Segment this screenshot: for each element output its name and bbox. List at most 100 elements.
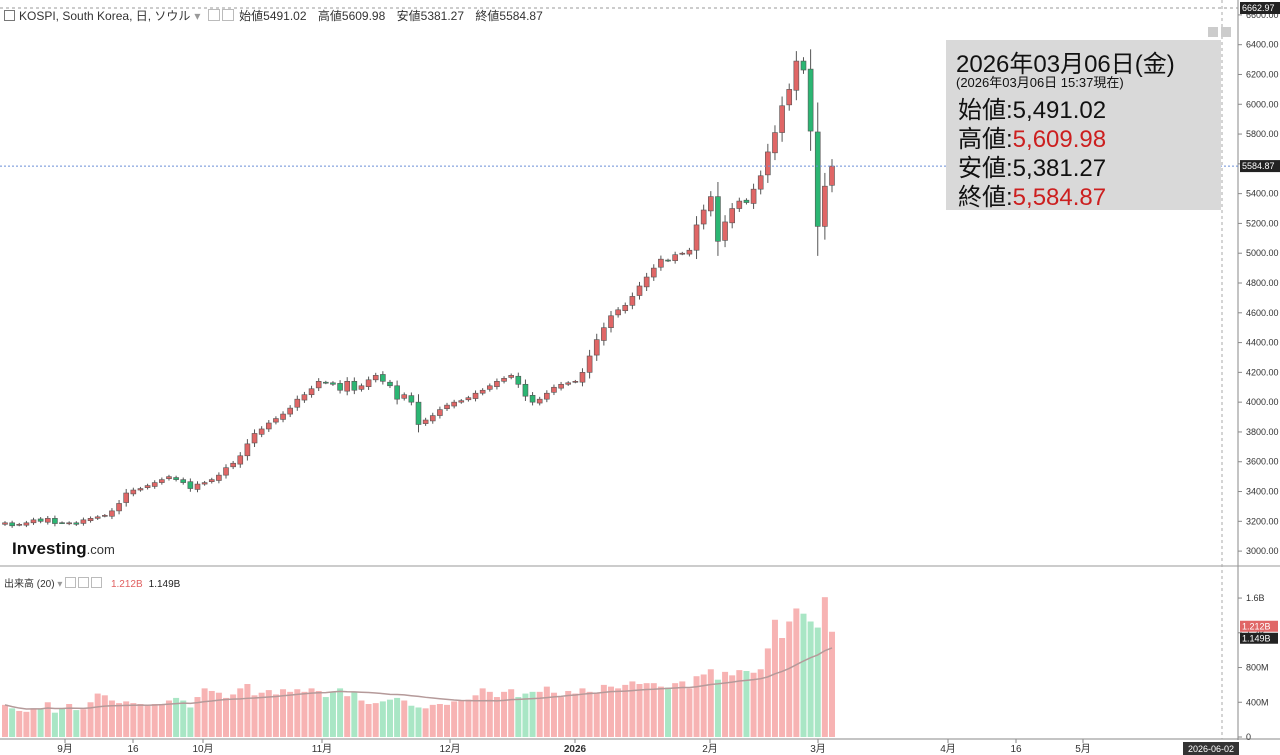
candle-body: [544, 392, 550, 400]
price-tick-label: 4200.00: [1246, 367, 1279, 377]
volume-tick-label: 0: [1246, 732, 1251, 742]
volume-bar: [344, 696, 351, 737]
candle-body: [558, 383, 564, 389]
time-tick-label: 3月: [810, 743, 826, 755]
candle-body: [479, 389, 486, 394]
volume-bar: [593, 692, 600, 737]
chevron-down-icon[interactable]: ▾: [57, 579, 63, 590]
pane-maximize-icon[interactable]: [1221, 27, 1231, 37]
candle-body: [102, 515, 108, 517]
volume-bar: [187, 707, 194, 737]
candle-body: [522, 383, 529, 397]
close-value: 5584.87: [499, 9, 543, 23]
candle-body: [80, 519, 87, 524]
candle-body: [23, 522, 30, 526]
volume-bar: [586, 691, 593, 737]
candle-body: [173, 477, 179, 480]
chevron-down-icon[interactable]: ▾: [194, 9, 201, 23]
volume-bar: [116, 703, 123, 737]
current-price-label: 5584.87: [1242, 161, 1275, 171]
symbol-label: KOSPI, South Korea, 日, ソウル: [19, 9, 191, 23]
volume-bar: [201, 688, 208, 737]
volume-bar: [80, 709, 87, 737]
volume-bar: [337, 688, 344, 737]
candle-body: [258, 428, 265, 435]
candle-body: [579, 372, 586, 383]
candle-body: [208, 479, 215, 482]
volume-bar: [501, 691, 508, 737]
candle-body: [693, 224, 700, 251]
volume-bar: [244, 684, 251, 737]
volume-bar: [251, 695, 258, 737]
volume-bar: [607, 686, 614, 737]
volume-bar: [408, 705, 415, 737]
candle-body: [372, 375, 379, 381]
visibility-icon[interactable]: [78, 577, 90, 588]
price-tick-label: 5800.00: [1246, 129, 1279, 139]
volume-bar: [493, 697, 500, 737]
volume-bar: [16, 710, 23, 737]
candle-body: [16, 523, 23, 526]
settings-icon[interactable]: [207, 9, 220, 21]
volume-bar: [515, 697, 522, 737]
candle-body: [458, 400, 465, 403]
candle-body: [757, 175, 764, 190]
volume-bar: [550, 692, 557, 737]
candle-body: [52, 518, 58, 524]
price-tick-label: 4400.00: [1246, 338, 1279, 348]
volume-bar: [422, 708, 429, 737]
candle-body: [765, 151, 771, 176]
volume-bar: [679, 681, 686, 737]
volume-bar: [650, 683, 657, 737]
volume-bar: [750, 672, 757, 737]
cursor-date-badge: [1183, 742, 1239, 755]
close-icon[interactable]: [91, 577, 103, 588]
volume-bar: [793, 608, 800, 737]
candle-body: [301, 394, 308, 401]
volume-bar: [786, 621, 793, 737]
volume-bar: [829, 631, 835, 737]
candle-body: [486, 385, 493, 390]
volume-bar: [572, 693, 579, 737]
volume-bar: [643, 683, 650, 737]
volume-bar: [2, 704, 8, 737]
volume-bar: [615, 688, 622, 737]
volume-bar: [529, 691, 536, 737]
close-label: 終値: [475, 9, 500, 23]
volume-bar: [280, 689, 287, 737]
candle-body: [593, 339, 600, 356]
candle-body: [444, 404, 450, 410]
candle-body: [37, 518, 44, 522]
candle-body: [94, 516, 101, 519]
volume-bar: [700, 674, 707, 737]
visibility-icon[interactable]: [221, 9, 234, 21]
volume-bar: [101, 695, 108, 737]
settings-icon[interactable]: [65, 577, 77, 588]
volume-bar: [714, 679, 721, 737]
current-price-badge: [1240, 160, 1280, 173]
volume-bar: [237, 688, 244, 737]
candle-body: [786, 89, 793, 106]
volume-bar: [294, 689, 301, 737]
high-label: 高値: [317, 9, 342, 23]
max-price-label: 6662.97: [1242, 3, 1275, 13]
volume-bar: [194, 697, 201, 737]
time-tick-label: 5月: [1075, 743, 1091, 755]
cursor-date-label: 2026-06-02: [1188, 744, 1234, 754]
max-price-badge: [1240, 2, 1280, 14]
volume-bar: [372, 703, 379, 737]
collapse-icon[interactable]: [4, 10, 15, 21]
candle-body: [608, 315, 614, 328]
infobox-high: 高値:5,609.98: [958, 126, 1107, 153]
volume-bar: [173, 697, 180, 737]
candle-body: [330, 382, 336, 385]
price-tick-label: 6000.00: [1246, 99, 1279, 109]
volume-bar: [230, 694, 237, 737]
volume-bar: [180, 700, 187, 737]
volume-bar: [465, 699, 472, 737]
volume-bar: [579, 688, 586, 737]
candle-body: [59, 522, 65, 524]
volume-bar: [479, 688, 486, 737]
volume-bar: [23, 711, 30, 737]
pane-up-icon[interactable]: [1208, 27, 1218, 37]
